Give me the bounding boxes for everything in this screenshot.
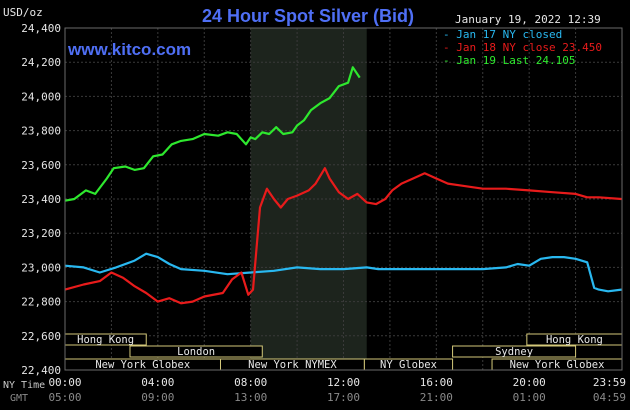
session-label: NY Globex [380,359,437,371]
legend-entry: - Jan 18 NY close 23.450 [443,41,602,54]
series-lines [64,66,622,305]
session-label: New York Globex [510,359,605,371]
chart-title: 24 Hour Spot Silver (Bid) [202,6,414,26]
y-tick-label: 24,400 [21,22,61,35]
y-tick-label: 23,400 [21,193,61,206]
series-line-1 [64,252,622,293]
x-tick-label-ny: 08:00 [234,376,267,389]
x-tick-label-gmt: 04:59 [593,391,626,404]
y-tick-label: 23,200 [21,227,61,240]
x-tick-label-ny: 12:00 [327,376,360,389]
y-tick-label: 22,400 [21,364,61,377]
x-tick-label-ny: 20:00 [513,376,546,389]
x-axis-ticks: 00:00 05:00 04:00 09:00 08:00 13:00 12:00 17:00… [48,376,626,404]
y-tick-label: 22,600 [21,330,61,343]
y-tick-label: 23,800 [21,125,61,138]
series-line-2 [64,167,622,305]
legend-entry: - Jan 17 NY closed [443,28,562,41]
x-tick-label-gmt: 05:00 [48,391,81,404]
x-tick-label-ny: 00:00 [48,376,81,389]
chart-timestamp: January 19, 2022 12:39 [455,13,601,26]
x-tick-label-gmt: 09:00 [141,391,174,404]
x-tick-label-ny: 04:00 [141,376,174,389]
session-label: Sydney [495,346,533,358]
legend: - Jan 17 NY closed- Jan 18 NY close 23.4… [443,28,602,67]
y-tick-label: 24,000 [21,90,61,103]
session-label: Hong Kong [77,334,134,346]
x-axis-label-ny: NY Time [3,380,45,391]
session-label: New York Globex [95,359,190,371]
y-tick-label: 23,600 [21,159,61,172]
y-tick-label: 23,000 [21,261,61,274]
session-label: Hong Kong [546,334,603,346]
x-tick-label-gmt: 13:00 [234,391,267,404]
y-axis-label: USD/oz [3,6,43,19]
x-tick-label-gmt: 21:00 [420,391,453,404]
x-tick-label-ny: 16:00 [420,376,453,389]
series-line-3 [64,66,361,202]
x-tick-label-gmt: 17:00 [327,391,360,404]
y-tick-label: 22,800 [21,296,61,309]
x-tick-label-ny: 23:59 [593,376,626,389]
y-tick-label: 24,200 [21,56,61,69]
session-label: London [177,346,215,358]
x-axis-label-gmt: GMT [10,393,28,404]
legend-entry: - Jan 19 Last 24.105 [443,54,575,67]
session-label: New York NYMEX [248,359,337,371]
plot-frame [64,27,623,371]
y-axis-ticks: 24,400 24,200 24,000 23,800 23,600 23,400 23,2… [21,22,61,377]
session-box [452,345,577,358]
source-url: www.kitco.com [67,40,191,59]
session-box [129,345,263,358]
x-tick-label-gmt: 01:00 [513,391,546,404]
